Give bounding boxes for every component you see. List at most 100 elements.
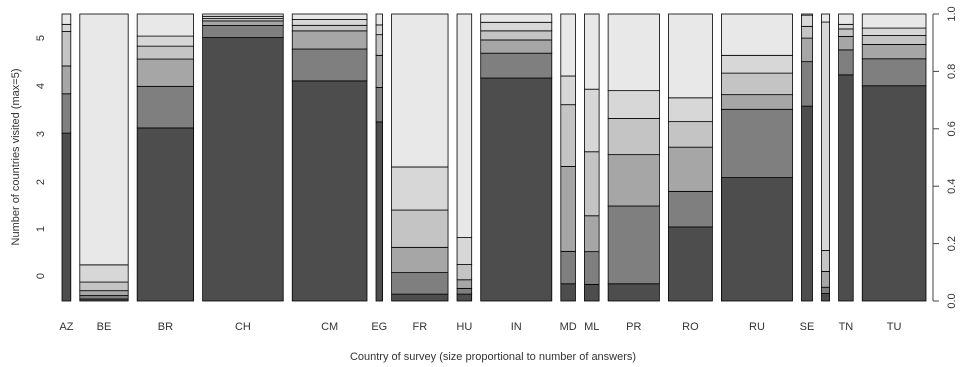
bar-segment-level-1 (721, 108, 793, 178)
bar-segment-level-3 (801, 25, 813, 39)
bar-segment-level-4 (480, 21, 553, 32)
right-axis: 0.0 0.2 0.4 0.6 0.8 1.0 (932, 6, 958, 309)
bar-group-ML (584, 13, 600, 302)
bar-segment-level-0 (375, 121, 384, 302)
bar-segment-level-2 (560, 165, 576, 252)
bar-group-BE (79, 13, 129, 302)
y-right-tick-label: 0.6 (946, 121, 958, 136)
bar-segment-level-1 (668, 190, 713, 228)
bar-segment-level-0 (480, 77, 553, 302)
bar-segment-level-4 (801, 14, 813, 27)
bar-segment-level-1 (480, 52, 553, 79)
bar-segment-level-0 (456, 293, 473, 302)
bar-group-TN (838, 13, 854, 302)
bar-segment-level-1 (79, 295, 129, 300)
bar-segment-level-0 (61, 132, 72, 302)
y-axis-label: Number of countries visited (max=5) (10, 69, 22, 246)
bar-segment-level-2 (838, 35, 854, 51)
bar-segment-level-1 (375, 87, 384, 123)
bar-segment-level-0 (136, 127, 195, 302)
bar-segment-level-5 (61, 13, 72, 25)
bar-segment-level-4 (838, 23, 854, 30)
bar-segment-level-4 (79, 264, 129, 283)
y-tick-label: 0 (35, 273, 47, 279)
bar-segment-level-2 (375, 54, 384, 88)
y-right-tick-label: 0.0 (946, 293, 958, 308)
bar-segment-level-0 (821, 293, 830, 302)
bar-segment-level-3 (821, 250, 830, 272)
bar-group-CH (202, 13, 284, 302)
bar-segment-level-3 (607, 118, 660, 156)
bar-segment-level-2 (291, 30, 368, 50)
bar-segment-level-5 (79, 13, 129, 266)
bar-group-FR (391, 13, 449, 302)
x-tick-label: TN (839, 321, 854, 333)
y-right-tick-label: 1.0 (946, 6, 958, 21)
bar-segment-level-2 (456, 279, 473, 289)
bar-segment-level-2 (61, 65, 72, 95)
bar-segment-level-0 (801, 105, 813, 302)
bar-segment-level-1 (838, 49, 854, 76)
x-tick-label: CH (235, 321, 251, 333)
bar-segment-level-4 (136, 35, 195, 47)
bar-segment-level-3 (480, 30, 553, 41)
bar-segment-level-4 (861, 27, 927, 36)
bar-segment-level-1 (607, 205, 660, 285)
y-tick-label: 3 (35, 131, 47, 137)
bar-group-AZ (61, 13, 72, 302)
bar-segment-level-5 (838, 13, 854, 25)
bar-segment-level-2 (480, 39, 553, 54)
bar-segment-level-5 (375, 13, 384, 26)
bar-segment-level-5 (560, 13, 576, 77)
x-tick-label: BR (158, 321, 173, 333)
bar-segment-level-0 (391, 293, 449, 302)
bar-segment-level-0 (838, 74, 854, 302)
bar-segment-level-1 (821, 286, 830, 294)
x-tick-label: RU (749, 321, 765, 333)
bar-segment-level-0 (202, 37, 284, 302)
bar-segment-level-1 (584, 251, 600, 285)
bar-segment-level-2 (668, 146, 713, 192)
bar-segment-level-0 (861, 85, 927, 302)
bar-segment-level-1 (801, 61, 813, 107)
bar-segment-level-3 (456, 264, 473, 281)
bar-segment-level-1 (202, 25, 284, 38)
bar-group-CM (291, 13, 368, 302)
y-tick-label: 4 (35, 83, 47, 89)
bar-segment-level-5 (801, 13, 813, 16)
bar-segment-level-4 (375, 24, 384, 36)
bar-segment-level-5 (861, 13, 927, 29)
bar-segment-level-4 (668, 97, 713, 123)
bar-segment-level-2 (391, 246, 449, 273)
x-tick-label: TU (887, 321, 902, 333)
plot-bars (61, 13, 927, 302)
x-tick-label: HU (456, 321, 472, 333)
bar-segment-level-1 (61, 93, 72, 134)
bar-segment-level-2 (136, 58, 195, 87)
bar-group-RO (668, 13, 713, 302)
bar-segment-level-2 (821, 271, 830, 288)
bar-segment-level-1 (291, 48, 368, 82)
bar-segment-level-2 (202, 20, 284, 26)
bar-segment-level-5 (136, 13, 195, 37)
bar-group-unlabeled-15 (821, 13, 830, 302)
bar-segment-level-1 (560, 250, 576, 285)
bar-segment-level-5 (607, 13, 660, 92)
bar-segment-level-0 (668, 226, 713, 302)
bar-segment-level-1 (136, 85, 195, 129)
bar-group-IN (480, 13, 553, 302)
bar-group-PR (607, 13, 660, 302)
x-tick-label: MD (560, 321, 577, 333)
bar-segment-level-3 (291, 24, 368, 32)
x-tick-label: SE (800, 321, 815, 333)
bar-segment-level-3 (79, 281, 129, 292)
bar-segment-level-2 (861, 44, 927, 60)
bar-segment-level-3 (391, 209, 449, 248)
x-tick-label: RO (682, 321, 699, 333)
bar-segment-level-4 (456, 237, 473, 265)
bar-segment-level-3 (61, 31, 72, 67)
bar-segment-level-3 (136, 45, 195, 60)
bar-segment-level-3 (375, 34, 384, 56)
bar-segment-level-5 (202, 13, 284, 17)
bar-segment-level-0 (721, 177, 793, 302)
